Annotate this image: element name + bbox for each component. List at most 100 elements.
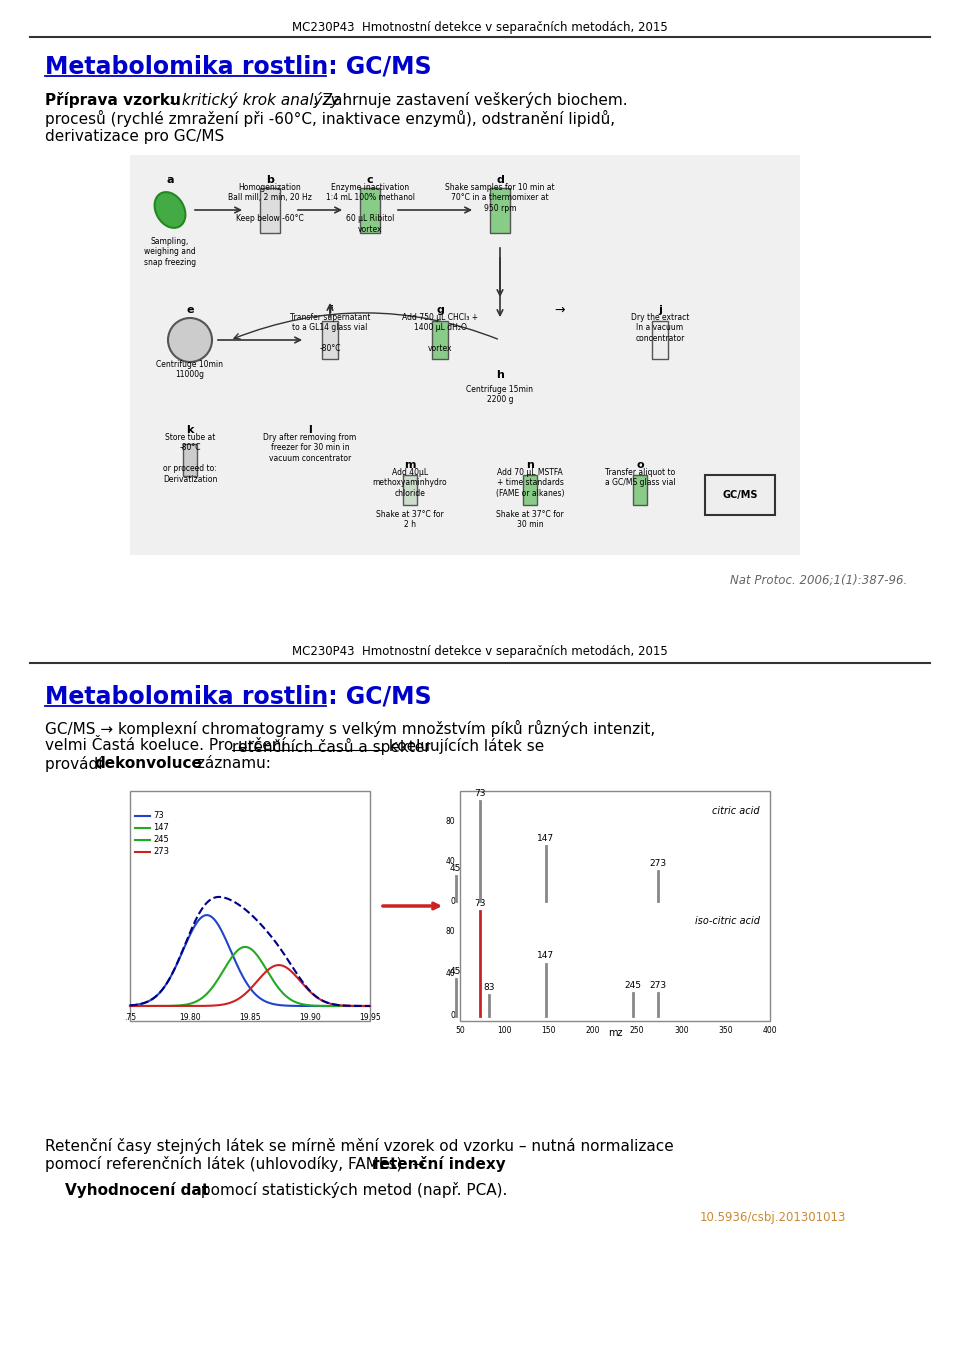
Text: a: a bbox=[166, 175, 174, 185]
Bar bbox=[403, 474, 417, 504]
Text: kritický krok analýzy: kritický krok analýzy bbox=[177, 92, 340, 108]
Text: 273: 273 bbox=[649, 982, 666, 990]
Text: GC/MS: GC/MS bbox=[722, 489, 757, 500]
Text: Retenční časy stejných látek se mírně mění vzorek od vzorku – nutná normalizace: Retenční časy stejných látek se mírně mě… bbox=[45, 1137, 674, 1154]
Text: 300: 300 bbox=[674, 1027, 688, 1035]
Text: 19.80: 19.80 bbox=[180, 1013, 201, 1023]
Text: procesů (rychlé zmražení při -60°C, inaktivace enzymů), odstranění lipidů,: procesů (rychlé zmražení při -60°C, inak… bbox=[45, 109, 615, 127]
Text: Homogenization
Ball mill, 2 min, 20 Hz

Keep below -60°C: Homogenization Ball mill, 2 min, 20 Hz K… bbox=[228, 183, 312, 223]
Text: 45: 45 bbox=[450, 968, 461, 976]
Bar bbox=[523, 474, 537, 504]
Text: 19.85: 19.85 bbox=[239, 1013, 261, 1023]
Text: derivatizace pro GC/MS: derivatizace pro GC/MS bbox=[45, 128, 225, 144]
Text: Příprava vzorku: Příprava vzorku bbox=[45, 92, 180, 108]
Bar bbox=[130, 154, 800, 555]
Text: pomocí statistických metod (např. PCA).: pomocí statistických metod (např. PCA). bbox=[196, 1182, 508, 1197]
Text: .75: .75 bbox=[124, 1013, 136, 1023]
Bar bbox=[322, 321, 338, 360]
Bar bbox=[360, 187, 380, 232]
Text: h: h bbox=[496, 370, 504, 380]
Text: Sampling,
weighing and
snap freezing: Sampling, weighing and snap freezing bbox=[144, 236, 196, 267]
Text: 147: 147 bbox=[538, 951, 555, 961]
Text: 200: 200 bbox=[586, 1027, 600, 1035]
Bar bbox=[633, 474, 647, 504]
Text: Centrifuge 10min
11000g: Centrifuge 10min 11000g bbox=[156, 360, 224, 380]
Text: Metabolomika rostlin: GC/MS: Metabolomika rostlin: GC/MS bbox=[45, 684, 432, 708]
Text: Metabolomika rostlin: GC/MS: Metabolomika rostlin: GC/MS bbox=[45, 55, 432, 79]
Text: f: f bbox=[327, 305, 332, 314]
Text: Add 40μL
methoxyaminhydro
chloride

Shake at 37°C for
2 h: Add 40μL methoxyaminhydro chloride Shake… bbox=[372, 468, 447, 529]
Text: Add 70 μL MSTFA
+ time standards
(FAME or alkanes)

Shake at 37°C for
30 min: Add 70 μL MSTFA + time standards (FAME o… bbox=[495, 468, 564, 529]
Text: Vyhodnocení dat: Vyhodnocení dat bbox=[65, 1182, 209, 1197]
Text: :: : bbox=[168, 93, 173, 108]
Text: k: k bbox=[186, 425, 194, 435]
Text: 400: 400 bbox=[762, 1027, 778, 1035]
Text: Dry the extract
In a vacuum
concentrator: Dry the extract In a vacuum concentrator bbox=[631, 313, 689, 343]
Text: Transfer supernatant
to a GL14 glass vial

-80°C: Transfer supernatant to a GL14 glass via… bbox=[290, 313, 371, 353]
Text: 80: 80 bbox=[445, 927, 455, 936]
Text: citric acid: citric acid bbox=[712, 807, 760, 816]
Text: 19.90: 19.90 bbox=[300, 1013, 321, 1023]
Text: koeluujících látek se: koeluujících látek se bbox=[384, 738, 544, 755]
Text: iso-citric acid: iso-citric acid bbox=[695, 916, 760, 925]
Text: 80: 80 bbox=[445, 816, 455, 826]
Text: b: b bbox=[266, 175, 274, 185]
Text: Shake samples for 10 min at
70°C in a thermomixer at
950 rpm: Shake samples for 10 min at 70°C in a th… bbox=[445, 183, 555, 213]
Text: provádí: provádí bbox=[45, 756, 108, 772]
Text: 245: 245 bbox=[153, 835, 169, 845]
Bar bbox=[130, 791, 370, 1021]
Text: pomocí referenčních látek (uhlovodíky, FAMEs)  →: pomocí referenčních látek (uhlovodíky, F… bbox=[45, 1156, 430, 1172]
Bar bbox=[490, 187, 510, 232]
Text: 73: 73 bbox=[153, 812, 164, 820]
Text: mz: mz bbox=[608, 1028, 622, 1038]
Text: 45: 45 bbox=[450, 864, 461, 874]
Text: 245: 245 bbox=[624, 982, 641, 990]
Text: 100: 100 bbox=[497, 1027, 512, 1035]
Bar bbox=[705, 474, 775, 515]
Text: Centrifuge 15min
2200 g: Centrifuge 15min 2200 g bbox=[467, 385, 534, 405]
Text: m: m bbox=[404, 461, 416, 470]
Text: 273: 273 bbox=[153, 848, 169, 857]
Text: Transfer aliquot to
a GC/MS glass vial: Transfer aliquot to a GC/MS glass vial bbox=[605, 468, 675, 488]
Text: Nat Protoc. 2006;1(1):387-96.: Nat Protoc. 2006;1(1):387-96. bbox=[730, 574, 907, 586]
Text: 83: 83 bbox=[484, 983, 495, 992]
Text: c: c bbox=[367, 175, 373, 185]
Text: Add 750 μL CHCl₃ +
1400 μL dH₂O

vortex: Add 750 μL CHCl₃ + 1400 μL dH₂O vortex bbox=[402, 313, 478, 353]
Text: 50: 50 bbox=[455, 1027, 465, 1035]
Text: 10.5936/csbj.201301013: 10.5936/csbj.201301013 bbox=[700, 1211, 847, 1225]
Text: 0: 0 bbox=[450, 897, 455, 905]
Ellipse shape bbox=[155, 193, 185, 228]
Bar bbox=[652, 321, 668, 360]
Text: 73: 73 bbox=[474, 899, 486, 908]
Text: velmi Častá koeluce. Pro určení: velmi Častá koeluce. Pro určení bbox=[45, 738, 291, 753]
Text: 250: 250 bbox=[630, 1027, 644, 1035]
Text: 19.95: 19.95 bbox=[359, 1013, 381, 1023]
Bar bbox=[432, 321, 448, 360]
Text: 40: 40 bbox=[445, 969, 455, 979]
Text: Store tube at
-80°C

or proceed to:
Derivatization: Store tube at -80°C or proceed to: Deriv… bbox=[163, 433, 217, 484]
Text: →: → bbox=[555, 303, 565, 317]
Text: retenčních časů a spekter: retenčních časů a spekter bbox=[232, 737, 431, 755]
Text: g: g bbox=[436, 305, 444, 314]
Text: d: d bbox=[496, 175, 504, 185]
Text: 0: 0 bbox=[450, 1012, 455, 1021]
Text: 147: 147 bbox=[153, 823, 169, 833]
Text: MC230P43  Hmotnostní detekce v separačních metodách, 2015: MC230P43 Hmotnostní detekce v separačníc… bbox=[292, 21, 668, 34]
Text: 350: 350 bbox=[718, 1027, 733, 1035]
Text: o: o bbox=[636, 461, 644, 470]
Text: l: l bbox=[308, 425, 312, 435]
Text: 273: 273 bbox=[649, 858, 666, 868]
Bar bbox=[260, 187, 280, 232]
Text: j: j bbox=[658, 305, 662, 314]
Text: Enzyme inactivation
1:4 mL 100% methanol

60 μL Ribitol
vortex: Enzyme inactivation 1:4 mL 100% methanol… bbox=[325, 183, 415, 234]
Text: 150: 150 bbox=[541, 1027, 556, 1035]
Text: MC230P43  Hmotnostní detekce v separačních metodách, 2015: MC230P43 Hmotnostní detekce v separačníc… bbox=[292, 645, 668, 659]
Text: 40: 40 bbox=[445, 857, 455, 865]
Bar bbox=[460, 791, 770, 1021]
Text: GC/MS → komplexní chromatogramy s velkým množstvím píků různých intenzit,: GC/MS → komplexní chromatogramy s velkým… bbox=[45, 719, 656, 737]
Text: dekonvoluce: dekonvoluce bbox=[94, 756, 202, 771]
Text: 147: 147 bbox=[538, 834, 555, 843]
Text: záznamu:: záznamu: bbox=[192, 756, 271, 771]
Circle shape bbox=[168, 319, 212, 362]
Text: n: n bbox=[526, 461, 534, 470]
